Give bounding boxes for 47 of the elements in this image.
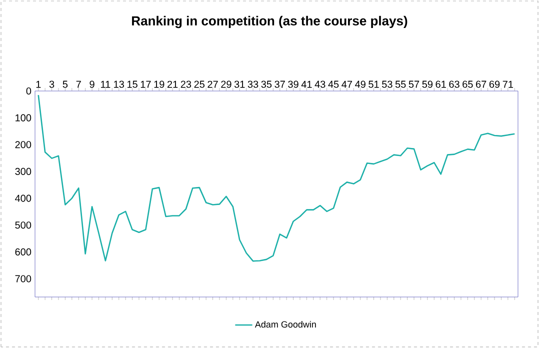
x-tick-label: 65 bbox=[462, 80, 473, 88]
x-tick-label: 55 bbox=[395, 80, 406, 88]
x-tick-label: 35 bbox=[261, 80, 272, 88]
x-tick-label: 69 bbox=[489, 80, 500, 88]
x-tick-label: 31 bbox=[234, 80, 245, 88]
x-tick-label: 25 bbox=[194, 80, 204, 88]
x-tick-label: 15 bbox=[127, 80, 138, 88]
x-tick-label: 9 bbox=[90, 80, 94, 88]
x-tick-label: 49 bbox=[355, 80, 366, 88]
x-tick-label: 53 bbox=[382, 80, 392, 88]
x-tick-label: 39 bbox=[288, 80, 298, 88]
x-tick-label: 1 bbox=[36, 80, 41, 88]
x-tick-label: 23 bbox=[180, 80, 192, 88]
x-tick-label: 61 bbox=[436, 80, 446, 88]
y-tick-label: 500 bbox=[15, 222, 32, 229]
x-tick-label: 37 bbox=[274, 80, 285, 88]
x-tick-label: 19 bbox=[154, 80, 164, 88]
x-tick-label: 3 bbox=[49, 80, 54, 88]
y-tick-label: 700 bbox=[15, 275, 32, 282]
x-tick-label: 63 bbox=[449, 80, 460, 88]
x-tick-label: 59 bbox=[422, 80, 433, 88]
x-tick-label: 7 bbox=[76, 80, 81, 88]
y-tick-label: 400 bbox=[15, 194, 32, 202]
y-tick-label: 600 bbox=[15, 248, 32, 256]
x-tick-label: 21 bbox=[167, 80, 178, 88]
x-tick-label: 33 bbox=[248, 80, 258, 88]
y-tick-label: 300 bbox=[15, 168, 32, 175]
x-tick-label: 29 bbox=[221, 80, 232, 88]
x-tick-label: 51 bbox=[368, 80, 379, 88]
x-tick-label: 5 bbox=[62, 80, 68, 88]
y-tick-label: 0 bbox=[26, 87, 32, 95]
x-tick-label: 41 bbox=[301, 80, 312, 88]
x-tick-label: 71 bbox=[502, 80, 514, 88]
legend-label: Adam Goodwin bbox=[254, 320, 316, 328]
chart-title: Ranking in competition (as the course plays) bbox=[132, 16, 408, 28]
x-tick-label: 11 bbox=[101, 80, 110, 88]
line-series bbox=[38, 94, 516, 262]
y-tick-label: 100 bbox=[16, 114, 32, 122]
x-tick-label: 27 bbox=[208, 80, 218, 88]
x-tick-label: 43 bbox=[314, 80, 326, 88]
x-tick-label: 45 bbox=[328, 80, 339, 88]
x-tick-label: 17 bbox=[140, 80, 151, 88]
y-tick-label: 200 bbox=[15, 141, 32, 148]
x-tick-label: 47 bbox=[342, 80, 352, 88]
x-tick-label: 67 bbox=[476, 80, 486, 88]
x-tick-label: 13 bbox=[114, 80, 124, 88]
x-tick-label: 57 bbox=[408, 80, 420, 88]
